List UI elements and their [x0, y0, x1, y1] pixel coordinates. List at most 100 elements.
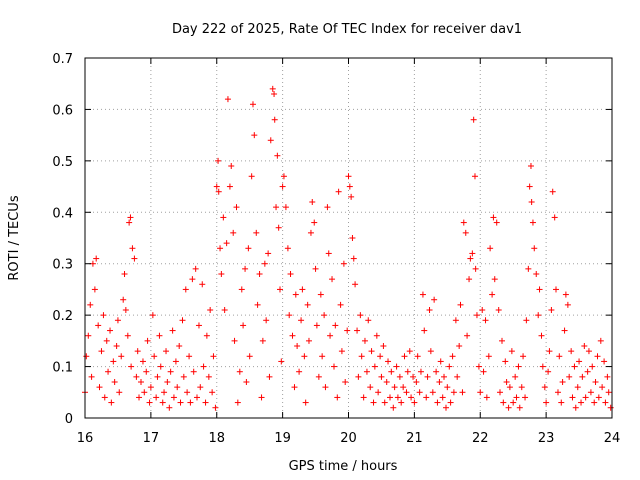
data-point: [242, 265, 249, 272]
data-point: [368, 348, 375, 355]
data-point: [554, 389, 561, 396]
data-point: [83, 353, 90, 360]
x-tick-label: 17: [143, 431, 160, 446]
data-point: [447, 399, 454, 406]
data-point: [200, 363, 207, 370]
data-point: [319, 353, 326, 360]
data-point: [334, 394, 341, 401]
data-point: [604, 373, 611, 380]
data-point: [110, 358, 117, 365]
data-point: [556, 353, 563, 360]
data-point: [599, 384, 606, 391]
data-point: [607, 404, 614, 411]
data-point: [388, 368, 395, 375]
data-point: [512, 373, 519, 380]
data-point: [245, 245, 252, 252]
data-point: [360, 394, 367, 401]
data-point: [108, 399, 115, 406]
data-point: [127, 214, 134, 221]
data-point: [118, 353, 125, 360]
data-point: [114, 317, 121, 324]
x-tick-label: 24: [604, 431, 621, 446]
data-point: [377, 353, 384, 360]
data-point: [324, 204, 331, 211]
data-point: [411, 399, 418, 406]
data-point: [602, 399, 609, 406]
data-point: [223, 240, 230, 247]
data-point: [579, 373, 586, 380]
data-point: [144, 337, 151, 344]
data-point: [581, 343, 588, 349]
x-tick-label: 23: [538, 431, 555, 446]
data-point: [436, 379, 443, 385]
data-point: [266, 373, 273, 380]
data-point: [449, 353, 456, 360]
y-tick-label: 0: [65, 412, 73, 427]
data-point: [423, 394, 430, 401]
data-point: [520, 353, 527, 360]
data-point: [91, 286, 98, 293]
data-point: [129, 245, 136, 252]
data-point: [166, 404, 173, 411]
data-point: [349, 235, 356, 241]
data-point: [107, 327, 114, 334]
data-point: [258, 394, 265, 401]
data-point: [566, 373, 573, 380]
data-point: [482, 317, 489, 324]
data-point: [518, 384, 525, 391]
data-point: [304, 301, 311, 308]
data-point: [182, 286, 189, 293]
data-point: [186, 353, 193, 360]
y-tick-label: 0.7: [52, 52, 73, 67]
data-point: [100, 312, 107, 319]
data-point: [437, 358, 444, 365]
data-point: [562, 291, 569, 298]
data-point: [205, 373, 212, 380]
data-point: [572, 404, 579, 411]
data-point: [273, 204, 280, 211]
x-tick-label: 21: [406, 431, 423, 446]
data-point: [251, 132, 258, 139]
data-point: [561, 327, 568, 334]
y-tick-label: 0.6: [52, 103, 73, 118]
data-point: [126, 219, 133, 226]
data-point: [215, 157, 222, 164]
data-point: [354, 327, 361, 334]
data-point: [471, 173, 478, 180]
data-point: [497, 389, 504, 396]
data-point: [212, 404, 219, 411]
data-point: [176, 343, 183, 349]
data-point: [122, 307, 129, 313]
data-point: [289, 332, 296, 339]
data-point: [269, 85, 276, 92]
data-point: [535, 312, 542, 319]
data-point: [408, 394, 415, 401]
data-point: [401, 353, 408, 360]
data-point: [259, 337, 266, 344]
data-point: [329, 276, 336, 283]
data-point: [317, 291, 324, 298]
data-point: [459, 389, 466, 396]
data-point: [594, 353, 601, 360]
data-point: [164, 379, 171, 385]
y-axis-label: ROTI / TECUs: [7, 195, 22, 280]
data-point: [209, 389, 216, 396]
data-point: [381, 399, 388, 406]
data-point: [541, 384, 548, 391]
data-point: [124, 332, 131, 339]
data-point: [274, 152, 281, 159]
data-point: [549, 188, 556, 195]
data-point: [240, 322, 247, 329]
data-point: [576, 358, 583, 365]
data-point: [487, 245, 494, 252]
data-point: [424, 373, 431, 380]
data-point: [523, 317, 530, 324]
data-point: [406, 348, 413, 355]
data-point: [233, 204, 240, 211]
data-point: [525, 265, 532, 272]
data-point: [391, 384, 398, 391]
data-point: [128, 363, 135, 370]
data-point: [276, 286, 283, 293]
data-point: [595, 394, 602, 401]
data-point: [452, 317, 459, 324]
